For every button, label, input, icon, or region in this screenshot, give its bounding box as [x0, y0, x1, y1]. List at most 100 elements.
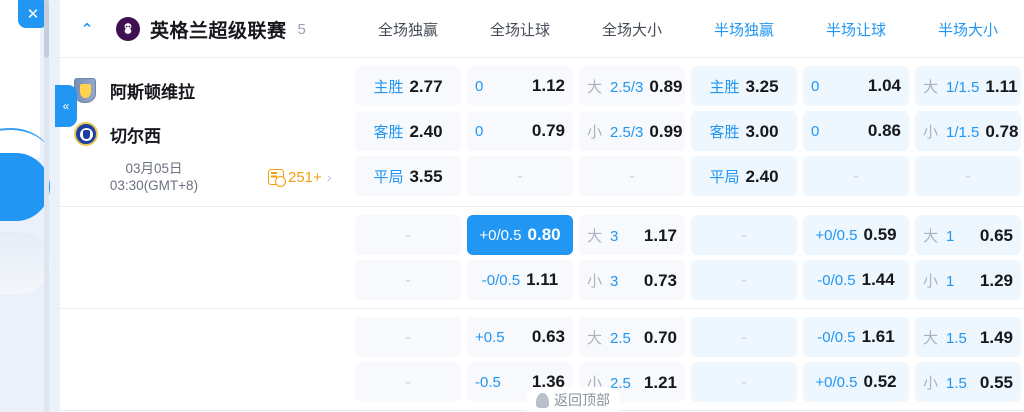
odds-label: 主胜	[373, 78, 404, 96]
match-info	[60, 207, 352, 308]
odds-cell-content: 大 2.5/3 0.89	[587, 76, 682, 97]
close-icon[interactable]: ✕	[18, 0, 48, 28]
odds-cell[interactable]: 0 0.86	[803, 111, 909, 151]
odds-cell[interactable]: 客胜 2.40	[355, 111, 461, 151]
odds-value: 0.59	[863, 225, 897, 244]
handicap-line: 1/1.5	[946, 123, 980, 141]
odds-cell-content: +0/0.5 0.52	[815, 372, 896, 392]
column-header-4[interactable]: 半场让球	[825, 21, 886, 39]
odds-column: +0/0.5 0.80 -0/0.5 1.11	[464, 215, 576, 300]
column-header-2[interactable]: 全场大小	[601, 21, 662, 39]
odds-cell[interactable]: +0.5 0.63	[467, 317, 573, 357]
odds-cell[interactable]: 小 1.5 0.55	[915, 362, 1021, 402]
odds-label: -0/0.5	[817, 329, 856, 346]
odds-value: 1.36	[531, 372, 565, 391]
odds-cell[interactable]: -0/0.5 1.61	[803, 317, 909, 357]
odds-label: 平局	[709, 168, 740, 186]
match-info: 阿斯顿维拉 切尔西 03月05日 03:30(GMT+8) 251+ ›	[60, 58, 352, 206]
odds-cell[interactable]: 小 1/1.5 0.78	[915, 111, 1021, 151]
odds-cell-content: 客胜 2.40	[373, 121, 442, 142]
match-list: 阿斯顿维拉 切尔西 03月05日 03:30(GMT+8) 251+ › 主胜 2.77 客胜 2…	[60, 58, 1024, 411]
odds-cell-content: +0.5 0.63	[475, 327, 565, 347]
odds-cell[interactable]: -0/0.5 1.11	[467, 260, 573, 300]
odds-value: 0.99	[649, 121, 683, 141]
odds-grid: 主胜 2.77 客胜 2.40 平局 3.55 0 1.12 0 0.79- 大 2.5/3 0.89 小…	[352, 58, 1024, 206]
odds-cell-content: 0 0.86	[811, 121, 901, 141]
odds-label: +0/0.5	[815, 374, 858, 391]
odds-cell[interactable]: 平局 2.40	[691, 156, 797, 196]
odds-value: 2.40	[745, 166, 779, 186]
odds-cell[interactable]: 大 1.5 1.49	[915, 317, 1021, 357]
odds-label: -0/0.5	[481, 272, 521, 289]
chevron-up-icon[interactable]: ⌃	[80, 21, 94, 38]
odds-cell[interactable]: +0/0.5 0.59	[803, 215, 909, 255]
over-under-prefix: 大	[923, 78, 939, 96]
odds-value: 0.78	[985, 121, 1019, 141]
stats-badge[interactable]: 251+ ›	[268, 169, 331, 187]
odds-cell[interactable]: 大 2.5 0.70	[579, 317, 685, 357]
back-to-top-button[interactable]: 返回顶部	[526, 387, 620, 412]
odds-column: --	[352, 215, 464, 300]
column-header-3[interactable]: 半场独赢	[713, 21, 774, 39]
odds-cell[interactable]: 小 2.5/3 0.99	[579, 111, 685, 151]
odds-cell-empty: -	[691, 215, 797, 255]
odds-cell[interactable]: 大 2.5/3 0.89	[579, 66, 685, 106]
odds-cell[interactable]: +0/0.5 0.52	[803, 362, 909, 402]
odds-cell-empty: -	[355, 260, 461, 300]
odds-cell[interactable]: 主胜 2.77	[355, 66, 461, 106]
odds-column: 大 1/1.5 1.11 小 1/1.5 0.78 -	[912, 66, 1024, 198]
odds-cell[interactable]: +0/0.5 0.80	[467, 215, 573, 255]
odds-cell[interactable]: 大 1 0.65	[915, 215, 1021, 255]
away-team-row[interactable]: 切尔西	[74, 112, 352, 156]
match-time: 03:30(GMT+8)	[109, 178, 199, 193]
odds-grid: - - +0/0.5 0.80 -0/0.5 1.11 大 3 1.17 小 3 0.73- - +0/0…	[352, 207, 1024, 308]
odds-cell[interactable]: 0 1.04	[803, 66, 909, 106]
odds-value: 0.79	[531, 121, 565, 140]
odds-cell[interactable]: 客胜 3.00	[691, 111, 797, 151]
odds-cell-content: 0 1.12	[475, 76, 565, 96]
column-header-5[interactable]: 半场大小	[937, 21, 998, 39]
main-content: ⌃ 英格兰超级联赛 5 全场独赢 全场让球 全场大小 半场独赢 半场让球 半场大小 阿斯顿…	[60, 0, 1024, 412]
odds-cell[interactable]: 小 3 0.73	[579, 260, 685, 300]
odds-value: 1.21	[643, 372, 677, 392]
odds-column: 大 3 1.17 小 3 0.73	[576, 215, 688, 300]
odds-cell-content: 0 1.04	[811, 76, 901, 96]
league-name[interactable]: 英格兰超级联赛	[150, 20, 287, 42]
odds-label: +0/0.5	[479, 227, 522, 244]
away-team-name: 切尔西	[110, 126, 161, 146]
odds-cell[interactable]: 0 1.12	[467, 66, 573, 106]
odds-value: 1.61	[861, 327, 895, 346]
odds-value: 1.49	[979, 327, 1013, 347]
left-decor-arc	[0, 128, 50, 156]
odds-cell-content: +0/0.5 0.80	[479, 225, 560, 245]
odds-label: 0	[475, 78, 484, 95]
odds-value: 0.52	[863, 372, 897, 391]
odds-label: 0	[475, 123, 484, 140]
collapse-sidebar-handle[interactable]: «	[55, 85, 77, 127]
scrollbar-thumb[interactable]	[44, 0, 49, 58]
odds-cell[interactable]: 平局 3.55	[355, 156, 461, 196]
odds-cell-empty: -	[355, 317, 461, 357]
odds-value: 0.73	[643, 270, 677, 290]
panel-divider	[44, 0, 49, 412]
odds-cell[interactable]: 大 3 1.17	[579, 215, 685, 255]
column-header-1[interactable]: 全场让球	[489, 21, 550, 39]
odds-cell-content: 大 1 0.65	[923, 225, 1013, 246]
over-under-prefix: 大	[587, 227, 603, 245]
odds-cell-empty: -	[355, 215, 461, 255]
odds-column: --	[688, 317, 800, 402]
odds-cell[interactable]: 0 0.79	[467, 111, 573, 151]
home-team-row[interactable]: 阿斯顿维拉	[74, 68, 352, 112]
odds-cell[interactable]: 主胜 3.25	[691, 66, 797, 106]
odds-cell[interactable]: -0/0.5 1.44	[803, 260, 909, 300]
odds-cell-content: 0 0.79	[475, 121, 565, 141]
odds-cell[interactable]: 大 1/1.5 1.11	[915, 66, 1021, 106]
odds-cell[interactable]: 小 1 1.29	[915, 260, 1021, 300]
column-header-0[interactable]: 全场独赢	[377, 21, 438, 39]
chelsea-crest-icon	[74, 122, 98, 146]
over-under-prefix: 小	[587, 123, 603, 141]
odds-label: 0	[811, 123, 820, 140]
odds-value: 1.12	[531, 76, 565, 95]
handicap-line: 1	[946, 227, 955, 245]
stats-calendar-icon	[268, 169, 286, 187]
